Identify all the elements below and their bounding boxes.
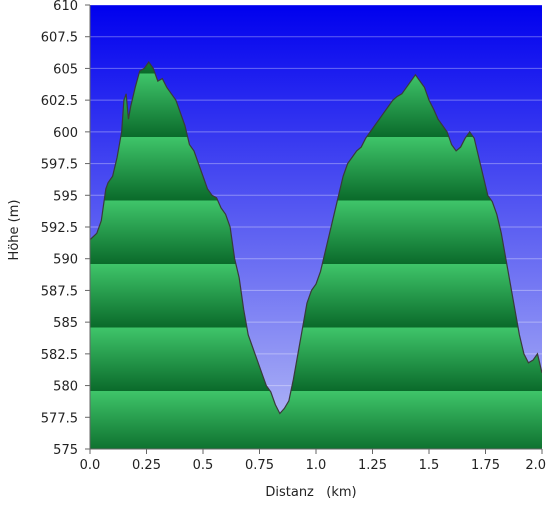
y-tick-label: 610 <box>53 0 78 14</box>
y-tick-label: 605 <box>53 62 78 77</box>
x-tick-label: 1.0 <box>306 458 327 473</box>
y-tick-label: 597.5 <box>41 158 78 173</box>
x-tick-label: 0.0 <box>80 458 101 473</box>
x-tick-label: 0.25 <box>132 458 161 473</box>
y-axis-label: Höhe (m) <box>7 200 22 261</box>
y-axis-ticks: 575 577.5 580 582.5 585 587.5 590 592.5 595 597.5… <box>41 0 90 458</box>
x-tick-label: 0.75 <box>245 458 274 473</box>
x-axis-ticks: 0.0 0.25 0.5 0.75 1.0 1.25 1.5 1.75 2.0 <box>80 449 546 473</box>
elevation-area <box>90 62 542 449</box>
y-tick-label: 602.5 <box>41 94 78 109</box>
y-tick-label: 590 <box>53 253 78 268</box>
x-axis-label: Distanz (km) <box>265 485 356 500</box>
elevation-line <box>90 61 542 415</box>
y-tick-label: 575 <box>53 443 78 458</box>
y-tick-label: 577.5 <box>41 411 78 426</box>
x-tick-label: 1.5 <box>419 458 440 473</box>
y-tick-label: 600 <box>53 126 78 141</box>
y-tick-label: 582.5 <box>41 348 78 363</box>
y-tick-label: 595 <box>53 189 78 204</box>
x-tick-label: 0.5 <box>193 458 214 473</box>
y-tick-label: 607.5 <box>41 31 78 46</box>
x-tick-label: 1.25 <box>358 458 387 473</box>
y-tick-label: 580 <box>53 380 78 395</box>
y-tick-label: 585 <box>53 316 78 331</box>
x-tick-label: 2.0 <box>525 458 546 473</box>
x-tick-label: 1.75 <box>471 458 500 473</box>
y-tick-label: 592.5 <box>41 221 78 236</box>
y-tick-label: 587.5 <box>41 284 78 299</box>
